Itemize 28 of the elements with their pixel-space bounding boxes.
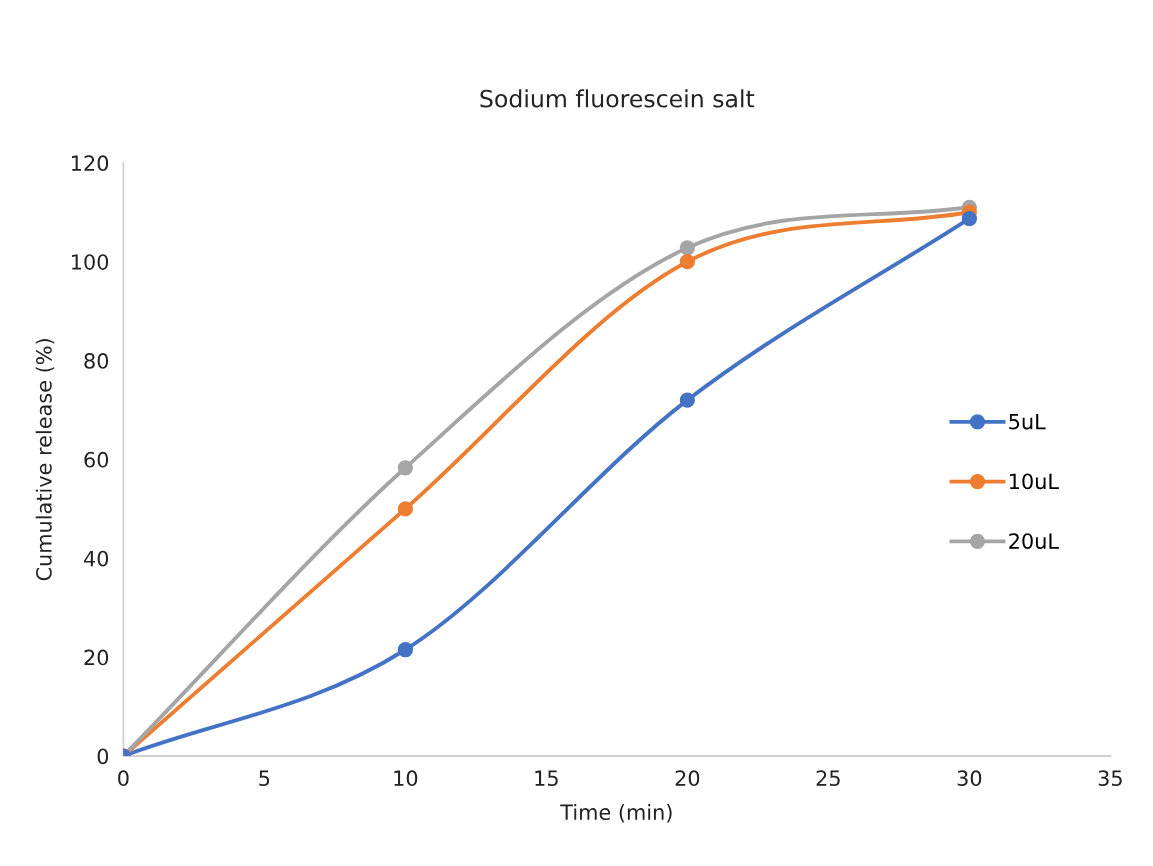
x-tick-label: 20 <box>675 770 700 787</box>
y-tick-label: 100 <box>72 254 109 270</box>
point <box>679 392 695 408</box>
legend-label: 20uL <box>1009 533 1059 549</box>
x-axis-title: Time (min) <box>560 803 672 823</box>
y-tick-label: 120 <box>72 155 109 172</box>
point <box>679 240 695 256</box>
point <box>397 501 414 517</box>
legend-label: 10uL <box>1009 473 1059 490</box>
legend-label: 5uL <box>1009 413 1046 430</box>
point <box>397 460 414 476</box>
chart-title: Sodium fluorescein salt <box>480 89 755 108</box>
x-tick-label: 25 <box>816 770 840 787</box>
y-tick-label: 80 <box>84 353 109 369</box>
x-tick-label: 0 <box>118 770 129 787</box>
x-tick-label: 10 <box>394 770 418 787</box>
point <box>961 211 977 227</box>
point <box>397 642 414 658</box>
x-tick-label: 35 <box>1098 770 1122 787</box>
y-tick-label: 60 <box>84 451 109 468</box>
y-tick-label: 20 <box>84 649 109 666</box>
point <box>679 254 695 270</box>
y-tick-label: 0 <box>97 748 109 765</box>
x-tick-label: 15 <box>535 770 558 787</box>
x-tick-label: 5 <box>259 770 270 787</box>
y-tick-label: 40 <box>83 550 109 567</box>
x-tick-label: 30 <box>957 770 982 787</box>
y-axis-title: Cumulative release (%) <box>35 339 55 581</box>
